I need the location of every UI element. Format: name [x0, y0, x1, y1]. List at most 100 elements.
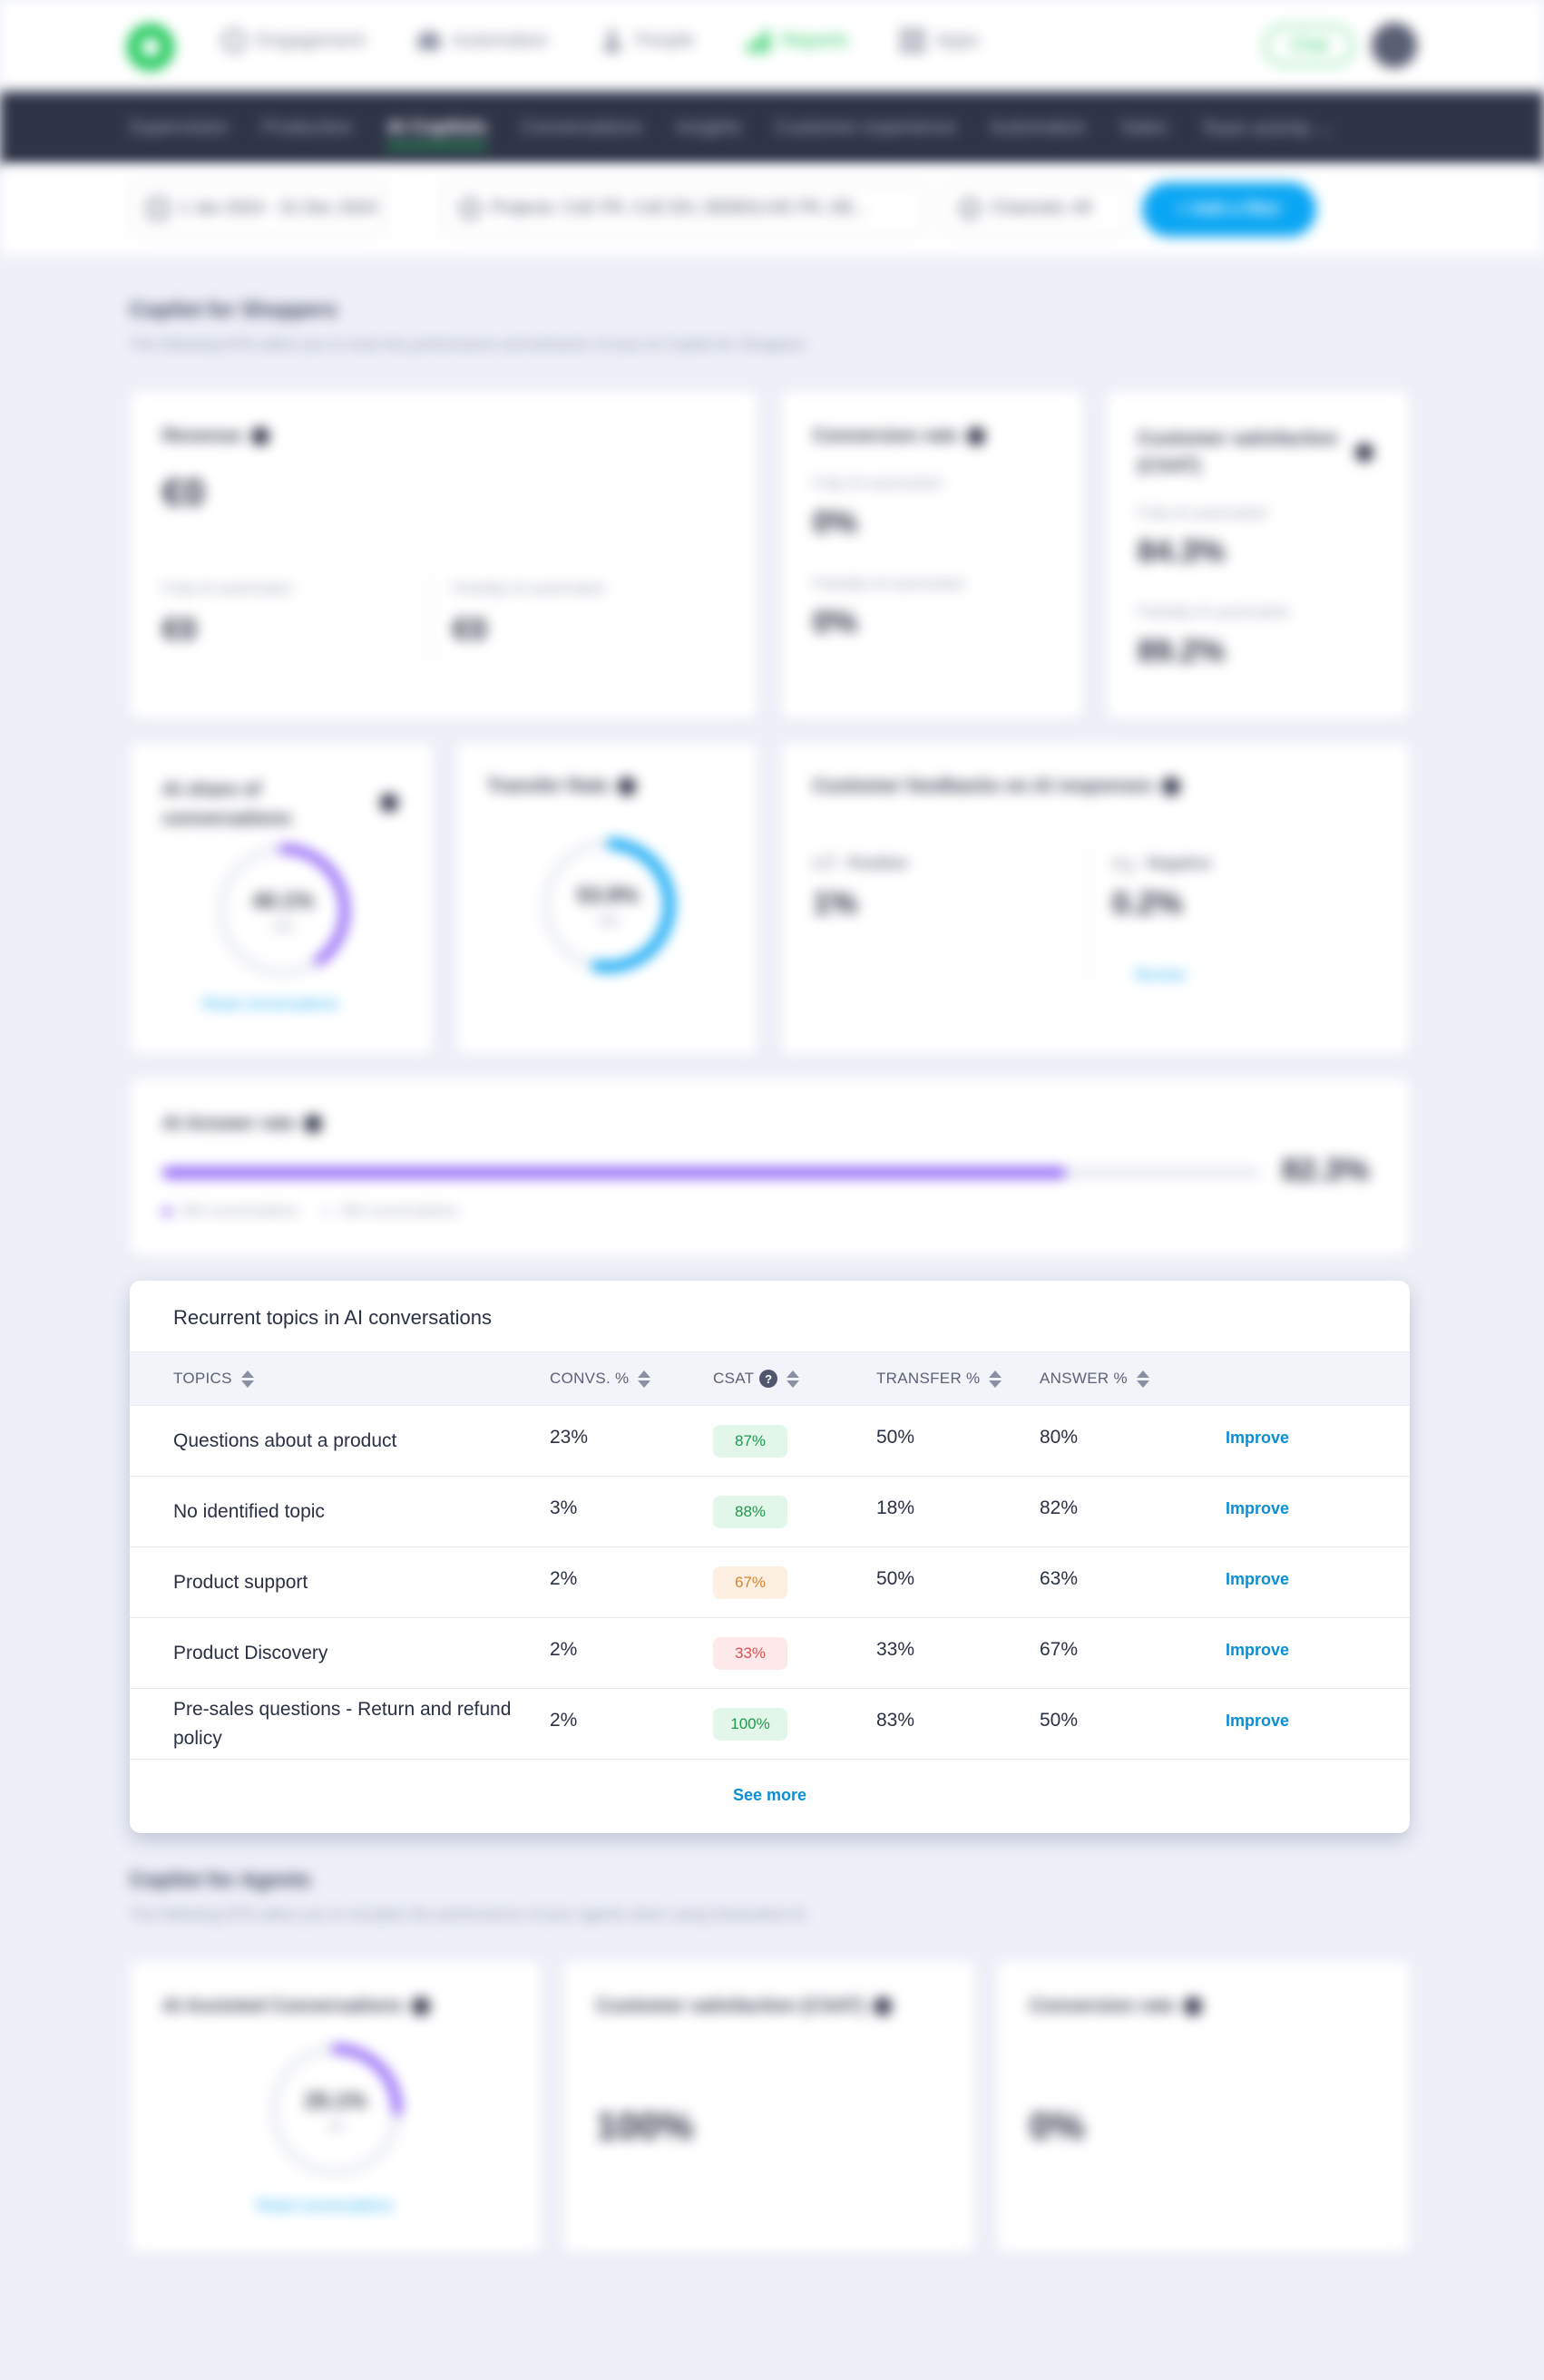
- help-icon[interactable]: [304, 1115, 323, 1133]
- donut-arc: [541, 838, 675, 972]
- subnav-supervision[interactable]: Supervision: [129, 117, 229, 138]
- subnav-ai-copilots[interactable]: AI Copilots: [386, 117, 487, 148]
- user-avatar[interactable]: [1372, 23, 1417, 68]
- subnav-automation[interactable]: Automation: [990, 117, 1087, 138]
- feedback-card: Customer feedbacks on AI responses 👍︎ Po…: [781, 743, 1410, 1055]
- thumbs-up-icon: 👍︎: [813, 849, 838, 876]
- recurrent-topics-card: Recurrent topics in AI conversations TOP…: [130, 1281, 1410, 1833]
- help-icon[interactable]: ?: [759, 1370, 778, 1388]
- transfer-donut: 53.9% 186: [538, 835, 678, 975]
- help-icon[interactable]: [250, 427, 269, 445]
- improve-link[interactable]: Improve: [1226, 1499, 1290, 1517]
- nav-people[interactable]: People: [601, 29, 695, 53]
- help-icon[interactable]: [1183, 1997, 1202, 2015]
- donut-chart: [217, 844, 349, 977]
- improve-link[interactable]: Improve: [1226, 1641, 1290, 1659]
- subnav-team-activity[interactable]: Team activity ⌄: [1200, 118, 1333, 139]
- review-link[interactable]: Review: [1135, 966, 1186, 983]
- chevron-down-icon: ⌄: [1316, 118, 1333, 139]
- col-csat[interactable]: CSAT ?: [713, 1370, 800, 1388]
- channels-filter[interactable]: Channels: All: [942, 182, 1130, 235]
- nav-automation[interactable]: Automation: [417, 29, 548, 53]
- main-nav: Engagement Automation People Reports App…: [222, 29, 1031, 53]
- chat-bubble-icon: [460, 199, 480, 219]
- nav-reports[interactable]: Reports: [747, 29, 848, 53]
- date-filter[interactable]: 1 Jan 2024 - 31 Dec 2024: [130, 182, 386, 235]
- sort-icon: [989, 1370, 1002, 1388]
- chat-button[interactable]: Chat: [1265, 25, 1353, 65]
- answer-rate-value: 82.3%: [1282, 1153, 1370, 1187]
- table-row: Product Discovery 2% 33% 33% 67% Improve: [130, 1618, 1410, 1689]
- grid-icon: [901, 29, 925, 53]
- top-bar: Engagement Automation People Reports App…: [0, 0, 1544, 92]
- topic-name: No identified topic: [173, 1501, 325, 1522]
- cloud-icon: [417, 32, 442, 50]
- subnav-insights[interactable]: Insights: [676, 117, 742, 138]
- divider: [1090, 847, 1091, 983]
- table-header: TOPICS CONVS. % CSAT ? TRANSFER % ANSWER…: [130, 1351, 1410, 1406]
- subnav-conversations[interactable]: Conversations: [520, 117, 643, 138]
- agents-conversion-card: Conversion rate 0%: [997, 1961, 1410, 2253]
- table-row: Product support 2% 67% 50% 63% Improve: [130, 1547, 1410, 1618]
- answer-rate-progress: [162, 1167, 1260, 1178]
- agents-csat-value: 100%: [596, 2104, 694, 2147]
- topics-title: Recurrent topics in AI conversations: [173, 1306, 492, 1329]
- topic-name: Product Discovery: [173, 1643, 328, 1663]
- add-filter-button[interactable]: + Add a filter: [1142, 182, 1316, 237]
- col-answer[interactable]: ANSWER %: [1040, 1370, 1149, 1388]
- reports-subnav: Supervision Production AI Copilots Conve…: [0, 92, 1544, 166]
- table-row: Pre-sales questions - Return and refund …: [130, 1689, 1410, 1760]
- donut-chart: [269, 2044, 402, 2177]
- table-row: Questions about a product 23% 87% 50% 80…: [130, 1406, 1410, 1477]
- col-convs[interactable]: CONVS. %: [550, 1370, 651, 1388]
- transfer-card: Transfer Rate 53.9% 186: [456, 743, 757, 1055]
- revenue-value: €0: [162, 471, 205, 513]
- ai-assisted-card: AI Assisted Conversations 25.1% 93 Read …: [130, 1961, 541, 2253]
- sort-icon: [1136, 1370, 1149, 1388]
- help-icon[interactable]: [1162, 777, 1181, 795]
- donut-arc: [269, 2044, 402, 2177]
- subnav-sales[interactable]: Sales: [1119, 117, 1168, 138]
- donut-arc: [217, 844, 349, 977]
- col-topics[interactable]: TOPICS: [173, 1370, 254, 1388]
- person-icon: [601, 29, 624, 53]
- read-conversations-link[interactable]: Read conversations: [202, 995, 339, 1012]
- improve-link[interactable]: Improve: [1226, 1570, 1290, 1588]
- help-icon[interactable]: [380, 794, 398, 812]
- col-transfer[interactable]: TRANSFER %: [876, 1370, 1002, 1388]
- help-icon[interactable]: [873, 1997, 892, 2015]
- see-more-link[interactable]: See more: [732, 1786, 807, 1804]
- improve-link[interactable]: Improve: [1226, 1712, 1290, 1730]
- agents-conversion-value: 0%: [1030, 2104, 1085, 2147]
- improve-link[interactable]: Improve: [1226, 1429, 1290, 1447]
- ai-share-donut: 40.1% 345: [213, 841, 353, 980]
- subnav-production[interactable]: Production: [261, 117, 354, 138]
- topic-name: Pre-sales questions - Return and refund …: [173, 1699, 512, 1749]
- read-conversations-link[interactable]: Read conversations: [257, 2197, 394, 2214]
- sort-icon: [638, 1370, 651, 1388]
- nav-engagement[interactable]: Engagement: [222, 29, 365, 53]
- help-icon[interactable]: [1355, 444, 1373, 462]
- section-subtitle: The following KPIs allow you to visualiz…: [130, 1906, 806, 1923]
- divider: [431, 572, 433, 665]
- csat-badge: 100%: [713, 1708, 787, 1741]
- help-icon[interactable]: [618, 777, 637, 795]
- nav-apps[interactable]: Apps: [901, 29, 979, 53]
- table-row: No identified topic 3% 88% 18% 82% Impro…: [130, 1477, 1410, 1547]
- app-logo[interactable]: [127, 24, 174, 71]
- csat-badge: 33%: [713, 1637, 787, 1670]
- help-icon[interactable]: [412, 1997, 431, 2015]
- legend-dot: [162, 1207, 171, 1216]
- section-title: Copilot for Shoppers: [130, 298, 337, 321]
- ai-assisted-donut: 25.1% 93: [266, 2041, 406, 2180]
- chat-bubble-icon: [960, 199, 980, 219]
- csat-badge: 88%: [713, 1496, 787, 1528]
- calendar-icon: [148, 199, 168, 219]
- sort-icon: [240, 1370, 254, 1388]
- projects-filter[interactable]: Projects: CxE FR, CxE EN, DEMOLIVE FR, D…: [442, 182, 928, 235]
- section-title: Copilot for Agents: [130, 1868, 311, 1891]
- progress-fill: [162, 1167, 1066, 1178]
- help-icon[interactable]: [966, 427, 985, 445]
- bar-chart-icon: [747, 29, 771, 53]
- subnav-customer-experience[interactable]: Customer experience: [775, 117, 957, 138]
